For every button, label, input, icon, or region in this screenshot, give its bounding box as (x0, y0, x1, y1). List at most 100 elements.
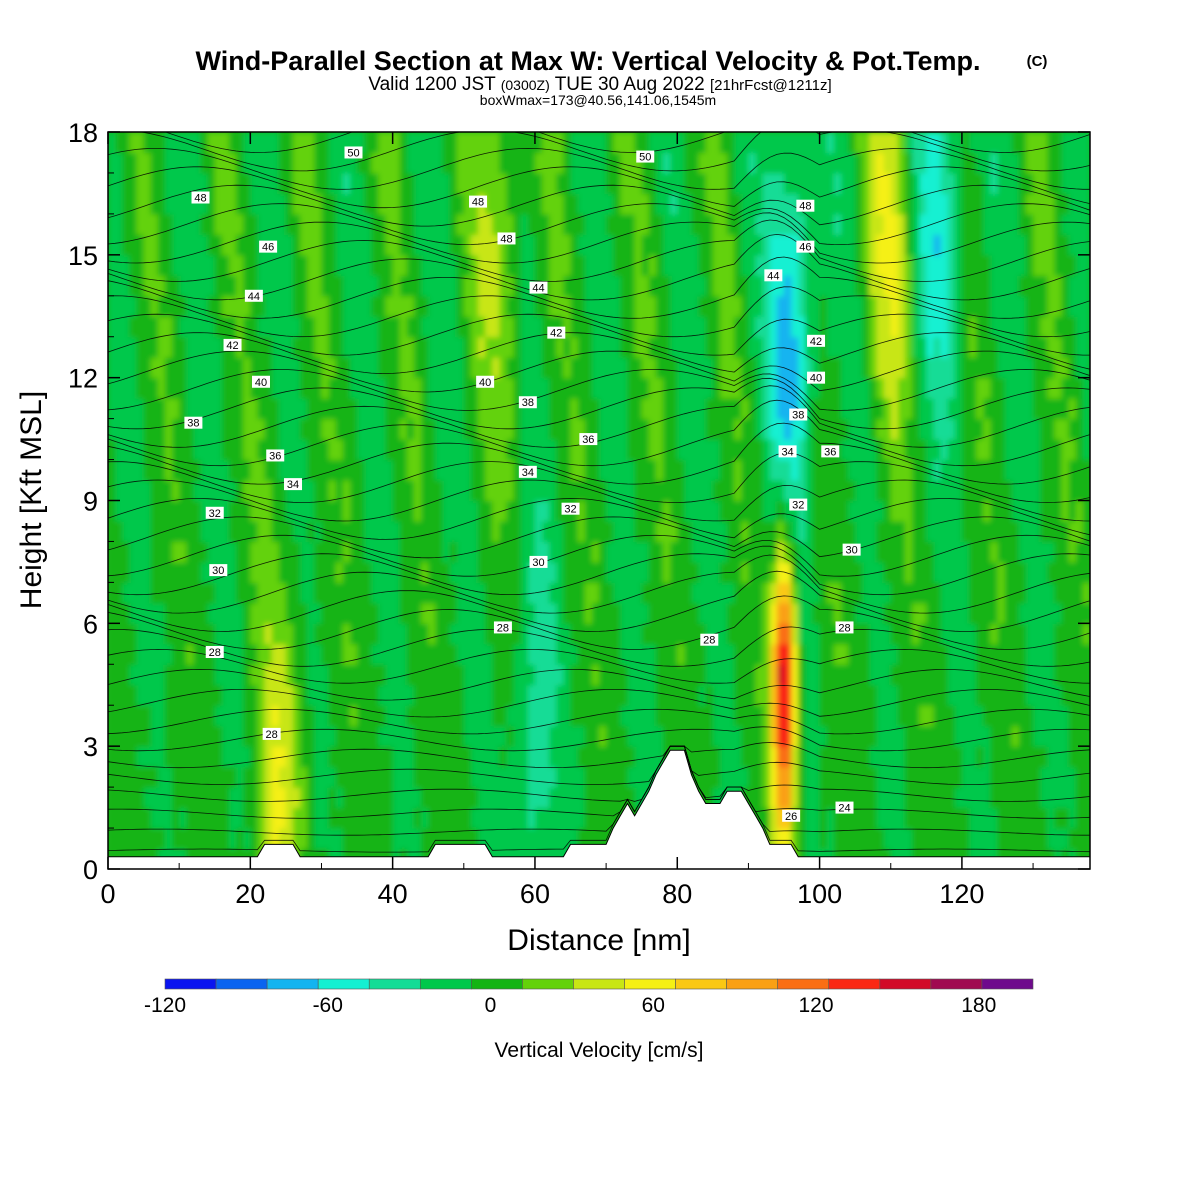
velocity-cell (129, 275, 138, 297)
velocity-cell (129, 398, 138, 420)
velocity-cell (264, 213, 273, 235)
velocity-cell (513, 602, 522, 624)
velocity-cell (926, 602, 935, 624)
velocity-cell (392, 828, 401, 850)
velocity-cell (463, 582, 472, 604)
velocity-cell (976, 295, 984, 317)
velocity-cell (399, 377, 408, 399)
velocity-cell (705, 213, 714, 235)
velocity-cell (186, 602, 194, 624)
velocity-cell (520, 193, 529, 215)
velocity-cell (926, 787, 935, 809)
velocity-cell (556, 623, 565, 645)
velocity-cell (157, 254, 166, 276)
velocity-cell (776, 664, 785, 686)
velocity-cell (969, 520, 977, 543)
velocity-cell (848, 643, 856, 665)
velocity-cell (912, 602, 920, 624)
velocity-cell (193, 316, 202, 338)
velocity-cell (983, 459, 991, 481)
velocity-cell (869, 193, 878, 215)
velocity-cell (435, 254, 444, 276)
velocity-cell (734, 561, 742, 583)
velocity-cell (257, 725, 266, 747)
velocity-cell (613, 193, 621, 215)
velocity-cell (1061, 705, 1070, 727)
velocity-cell (236, 213, 244, 235)
velocity-cell (719, 643, 728, 665)
velocity-cell (115, 480, 123, 502)
velocity-cell (698, 582, 707, 604)
velocity-cell (926, 275, 935, 297)
velocity-cell (1018, 520, 1027, 543)
velocity-cell (221, 357, 230, 379)
velocity-cell (762, 152, 771, 174)
velocity-cell (115, 705, 123, 727)
velocity-cell (848, 725, 856, 747)
velocity-cell (969, 254, 977, 276)
velocity-cell (812, 172, 821, 195)
velocity-cell (143, 725, 152, 747)
velocity-cell (762, 439, 771, 461)
velocity-cell (143, 234, 152, 256)
velocity-cell (534, 582, 543, 604)
velocity-cell (157, 439, 166, 461)
velocity-cell (755, 193, 764, 215)
velocity-cell (371, 602, 380, 624)
velocity-cell (705, 459, 714, 481)
velocity-cell (200, 132, 209, 154)
velocity-cell (492, 725, 500, 747)
velocity-cell (798, 172, 806, 195)
velocity-cell (1068, 418, 1077, 440)
velocity-cell (314, 172, 323, 195)
velocity-cell (670, 459, 678, 481)
velocity-cell (848, 459, 856, 481)
velocity-cell (150, 377, 159, 399)
velocity-cell (186, 377, 194, 399)
velocity-cell (627, 152, 636, 174)
velocity-cell (406, 643, 415, 665)
velocity-cell (421, 234, 429, 256)
velocity-cell (698, 439, 707, 461)
velocity-cell (435, 787, 444, 809)
velocity-cell (897, 275, 906, 297)
velocity-cell (769, 725, 778, 747)
velocity-cell (663, 357, 671, 379)
velocity-cell (129, 520, 138, 543)
velocity-cell (776, 234, 785, 256)
velocity-cell (499, 132, 508, 154)
velocity-cell (122, 520, 130, 543)
velocity-cell (392, 213, 401, 235)
velocity-cell (613, 561, 621, 583)
velocity-cell (1040, 459, 1048, 481)
velocity-cell (150, 520, 159, 543)
velocity-cell (1061, 684, 1070, 706)
velocity-cell (207, 316, 216, 338)
velocity-cell (983, 295, 991, 317)
velocity-cell (606, 439, 614, 461)
velocity-cell (257, 336, 266, 358)
velocity-cell (506, 705, 515, 727)
velocity-cell (421, 480, 429, 502)
velocity-cell (634, 746, 643, 768)
velocity-cell (833, 746, 842, 768)
velocity-cell (833, 193, 842, 215)
velocity-cell (179, 643, 187, 665)
velocity-cell (613, 398, 621, 420)
velocity-cell (727, 275, 735, 297)
velocity-cell (164, 316, 173, 338)
velocity-cell (748, 213, 757, 235)
velocity-cell (990, 705, 999, 727)
velocity-cell (136, 172, 145, 195)
velocity-cell (463, 193, 472, 215)
velocity-cell (563, 480, 572, 502)
velocity-cell (634, 684, 643, 706)
velocity-cell (1075, 254, 1084, 276)
velocity-cell (385, 398, 394, 420)
velocity-cell (727, 643, 735, 665)
velocity-cell (214, 418, 223, 440)
velocity-cell (278, 643, 287, 665)
velocity-cell (335, 459, 344, 481)
velocity-cell (108, 500, 116, 522)
velocity-cell (157, 828, 166, 850)
